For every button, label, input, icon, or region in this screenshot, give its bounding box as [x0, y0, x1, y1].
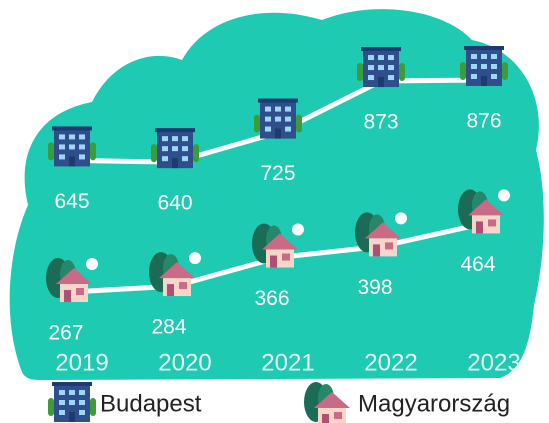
legend-icon — [304, 382, 356, 423]
value-label: 876 — [466, 110, 501, 133]
value-label: 464 — [460, 253, 495, 276]
x-tick-label: 2020 — [158, 349, 211, 376]
value-label: 640 — [157, 192, 192, 215]
legend-label: Magyarország — [358, 390, 510, 417]
x-tick-label: 2021 — [261, 349, 314, 376]
point-icon — [254, 98, 302, 139]
legend-icon — [48, 382, 96, 422]
x-tick-label: 2023 — [467, 349, 520, 376]
value-label: 366 — [254, 287, 289, 310]
value-label: 725 — [260, 162, 295, 185]
value-label: 645 — [54, 190, 89, 213]
value-label: 398 — [357, 276, 392, 299]
value-label: 284 — [151, 316, 186, 339]
legend-label: Budapest — [100, 390, 202, 417]
point-icon — [460, 46, 508, 86]
point-icon — [48, 126, 96, 167]
point-icon — [151, 128, 199, 169]
point-icon — [357, 47, 405, 88]
value-label: 267 — [48, 322, 83, 345]
value-label: 873 — [363, 111, 398, 134]
x-tick-label: 2022 — [364, 349, 417, 376]
x-tick-label: 2019 — [55, 349, 108, 376]
